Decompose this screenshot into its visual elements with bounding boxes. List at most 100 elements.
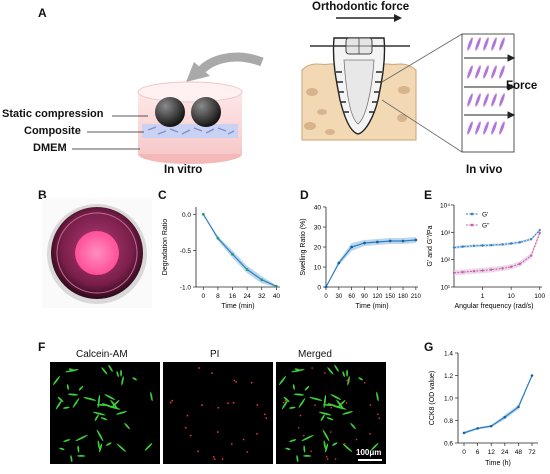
data-point [375,240,379,244]
live-cell [342,371,345,377]
live-cell [350,422,356,430]
chart-d: 0 10 20 30 40 0 30 60 90 120 150 180 210 Time (min) Sw… [296,195,424,315]
live-cell [293,393,305,396]
dead-cell [221,458,224,460]
x-tick-label: 0 [462,449,466,456]
live-cell [52,375,60,386]
live-cell [283,396,290,403]
data-point [538,231,541,235]
cck8-line [463,375,533,434]
dead-cell [299,414,302,417]
panel-letter-b: B [38,188,47,202]
y-tick-label: 10¹ [441,285,451,292]
x-tick-label: 6 [476,449,480,456]
live-cell [334,364,339,372]
dead-cell [216,431,219,433]
dead-cell [324,372,326,374]
pink-hydrogel-disc [75,231,119,275]
live-cell [327,367,334,375]
x-tick-label: 210 [411,294,422,300]
data-point [489,243,493,247]
data-point [529,238,533,241]
dead-cell [359,451,362,453]
y-tick-label: -1.0 [180,285,192,292]
live-cell [68,368,74,371]
dead-cell [213,458,216,461]
dead-cell [197,450,200,453]
data-point [324,285,328,289]
live-cell [99,443,103,453]
panel-f-microscopy: Calcein-AM PI Merged 100μm [50,340,390,470]
x-tick-label: 0 [324,294,328,300]
dead-cell [265,417,268,420]
data-point [216,236,220,240]
live-cell [63,439,71,443]
data-point [501,243,504,246]
label-in-vitro: In vitro [164,164,203,176]
pdl-cell-inset [461,33,516,153]
data-point [350,245,354,249]
y-tick-label: 1.2 [444,373,453,380]
chart-d-svg: 0 10 20 30 40 0 30 60 90 120 150 180 210 Time (min) Sw… [300,205,422,311]
live-cell [120,369,122,377]
scale-bar-label: 100μm [356,448,382,457]
dead-cell [363,381,366,384]
dead-cell [329,431,332,433]
live-cell [57,396,64,403]
data-point [274,284,278,288]
dead-cell [232,401,235,404]
dead-cell [377,413,379,416]
live-cell [330,394,342,400]
panel-letter-f: F [38,340,46,354]
dead-cell [297,427,300,429]
live-cell [78,385,84,391]
x-tick-label: 48 [515,449,523,456]
dead-cell [246,451,249,453]
dead-cell [184,426,187,429]
dead-cell [310,450,312,453]
merged-live-cells [278,364,379,463]
panel-a-schematic: Orthodontic force Force Static compressi… [0,0,550,185]
live-cell [318,411,332,416]
dead-cell [326,458,329,460]
y-tick-label: -0.5 [180,248,192,255]
dead-cell [369,404,372,406]
x-axis-title: Time (min) [355,303,388,310]
y-tick-label: 1.0 [444,396,453,403]
live-cell [100,417,108,421]
live-cell [59,447,65,450]
live-cell [291,369,305,373]
live-cell [323,440,326,450]
x-tick-label: 90 [361,294,368,300]
x-tick-label: 60 [348,294,355,300]
dead-cell [169,401,172,404]
dead-cell [250,381,253,384]
micrograph-calcein [50,362,160,464]
data-point [452,246,456,249]
live-cell [92,411,106,416]
live-cell [144,442,153,451]
title-pi: PI [210,349,220,360]
live-cell [358,377,363,381]
live-cell [296,455,299,463]
x-tick-label: 24 [244,293,252,300]
panel-letter-d: D [300,188,309,202]
live-cell [327,403,340,409]
panel-letter-g: G [424,340,434,354]
data-point [476,427,479,430]
live-cell [346,369,348,377]
live-cell [285,447,291,450]
live-cell [298,398,306,408]
live-cell [77,445,80,453]
micrograph-merged [276,362,386,464]
y-tick-label: 10² [441,257,451,264]
data-point [472,244,476,248]
live-cell [121,376,124,386]
data-point [401,239,405,243]
error-band [203,214,277,287]
data-point [481,244,484,247]
live-cell [55,400,62,410]
data-point [503,415,507,419]
error-band-storage [454,228,540,249]
live-cell [289,439,297,443]
